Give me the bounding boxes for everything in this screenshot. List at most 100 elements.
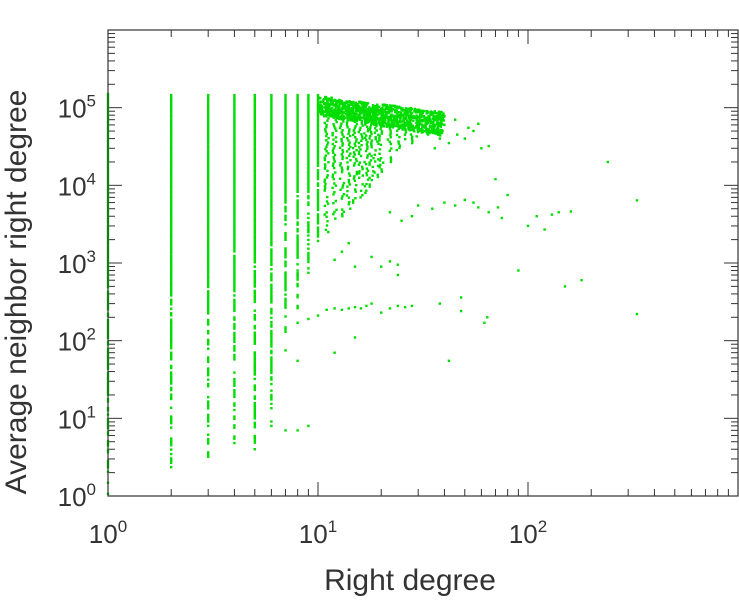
data-point — [368, 128, 372, 131]
data-point — [170, 318, 173, 321]
data-point — [393, 104, 396, 108]
data-point — [404, 108, 407, 112]
data-point — [325, 211, 328, 214]
data-point — [170, 93, 173, 97]
data-point — [270, 420, 273, 423]
data-point — [253, 151, 256, 154]
data-point — [207, 321, 210, 324]
data-point — [348, 174, 352, 177]
data-point — [400, 120, 403, 123]
data-point — [411, 135, 414, 138]
data-point — [207, 224, 210, 227]
data-point — [284, 133, 287, 136]
data-point — [403, 306, 407, 309]
data-point — [170, 219, 173, 222]
data-point — [296, 122, 299, 125]
data-point — [253, 102, 256, 106]
data-point — [346, 118, 349, 121]
data-point — [253, 195, 256, 198]
data-point — [284, 131, 287, 134]
data-point — [329, 102, 333, 105]
data-point — [284, 205, 287, 209]
data-point — [365, 171, 368, 175]
data-point — [170, 164, 173, 167]
data-point — [284, 214, 287, 217]
data-point — [370, 132, 373, 136]
data-point — [170, 113, 173, 117]
data-point — [402, 118, 406, 121]
data-point — [253, 241, 256, 244]
data-point — [345, 123, 349, 127]
data-point — [365, 174, 369, 177]
data-point — [348, 141, 351, 144]
data-point — [419, 123, 422, 126]
data-point — [170, 393, 173, 396]
data-point — [395, 148, 398, 152]
data-point — [170, 322, 173, 326]
data-point — [207, 102, 210, 106]
data-point — [373, 112, 377, 115]
data-point — [170, 415, 173, 418]
data-point — [270, 239, 273, 242]
data-point — [389, 118, 393, 121]
data-point — [207, 303, 210, 306]
data-point — [341, 157, 344, 161]
data-point — [355, 107, 358, 110]
data-point — [253, 340, 256, 343]
data-point — [364, 103, 368, 106]
data-point — [328, 103, 331, 106]
data-point — [307, 135, 310, 138]
data-point — [207, 164, 210, 167]
data-point — [352, 155, 355, 158]
data-point — [233, 327, 236, 330]
data-point — [316, 200, 320, 203]
data-point — [316, 233, 320, 236]
data-point — [307, 247, 310, 250]
data-point — [400, 219, 403, 222]
data-point — [332, 193, 335, 196]
data-point — [253, 298, 256, 301]
data-point — [369, 126, 372, 129]
data-point — [170, 303, 173, 306]
data-point — [364, 117, 367, 120]
data-point — [270, 250, 273, 253]
data-point — [207, 407, 210, 410]
data-point — [359, 108, 362, 111]
data-point — [233, 305, 236, 308]
data-point — [207, 107, 210, 110]
data-point — [366, 178, 370, 181]
data-point — [396, 263, 399, 266]
data-point — [170, 210, 173, 213]
data-point — [307, 188, 310, 191]
data-point — [307, 172, 310, 176]
data-point — [233, 140, 236, 143]
data-point — [170, 127, 173, 130]
data-point — [307, 164, 310, 167]
data-point — [364, 121, 367, 124]
data-point — [307, 133, 310, 136]
data-point — [550, 213, 554, 216]
data-point — [253, 159, 256, 163]
data-point — [207, 175, 210, 178]
data-point — [270, 243, 273, 247]
data-point — [207, 241, 210, 245]
data-point — [307, 223, 310, 226]
data-point — [284, 168, 287, 171]
data-point — [233, 263, 236, 266]
data-point — [170, 107, 173, 110]
data-point — [270, 367, 273, 370]
data-point — [358, 101, 361, 104]
data-point — [207, 259, 210, 262]
data-point — [170, 129, 173, 132]
data-point — [253, 142, 256, 145]
data-point — [336, 99, 339, 103]
data-point — [437, 113, 441, 116]
data-point — [437, 116, 441, 119]
data-point — [376, 113, 379, 117]
data-point — [284, 349, 287, 352]
data-point — [296, 247, 299, 251]
data-point — [207, 261, 210, 264]
data-point — [433, 147, 436, 150]
data-point — [307, 186, 310, 189]
data-point — [404, 127, 407, 131]
